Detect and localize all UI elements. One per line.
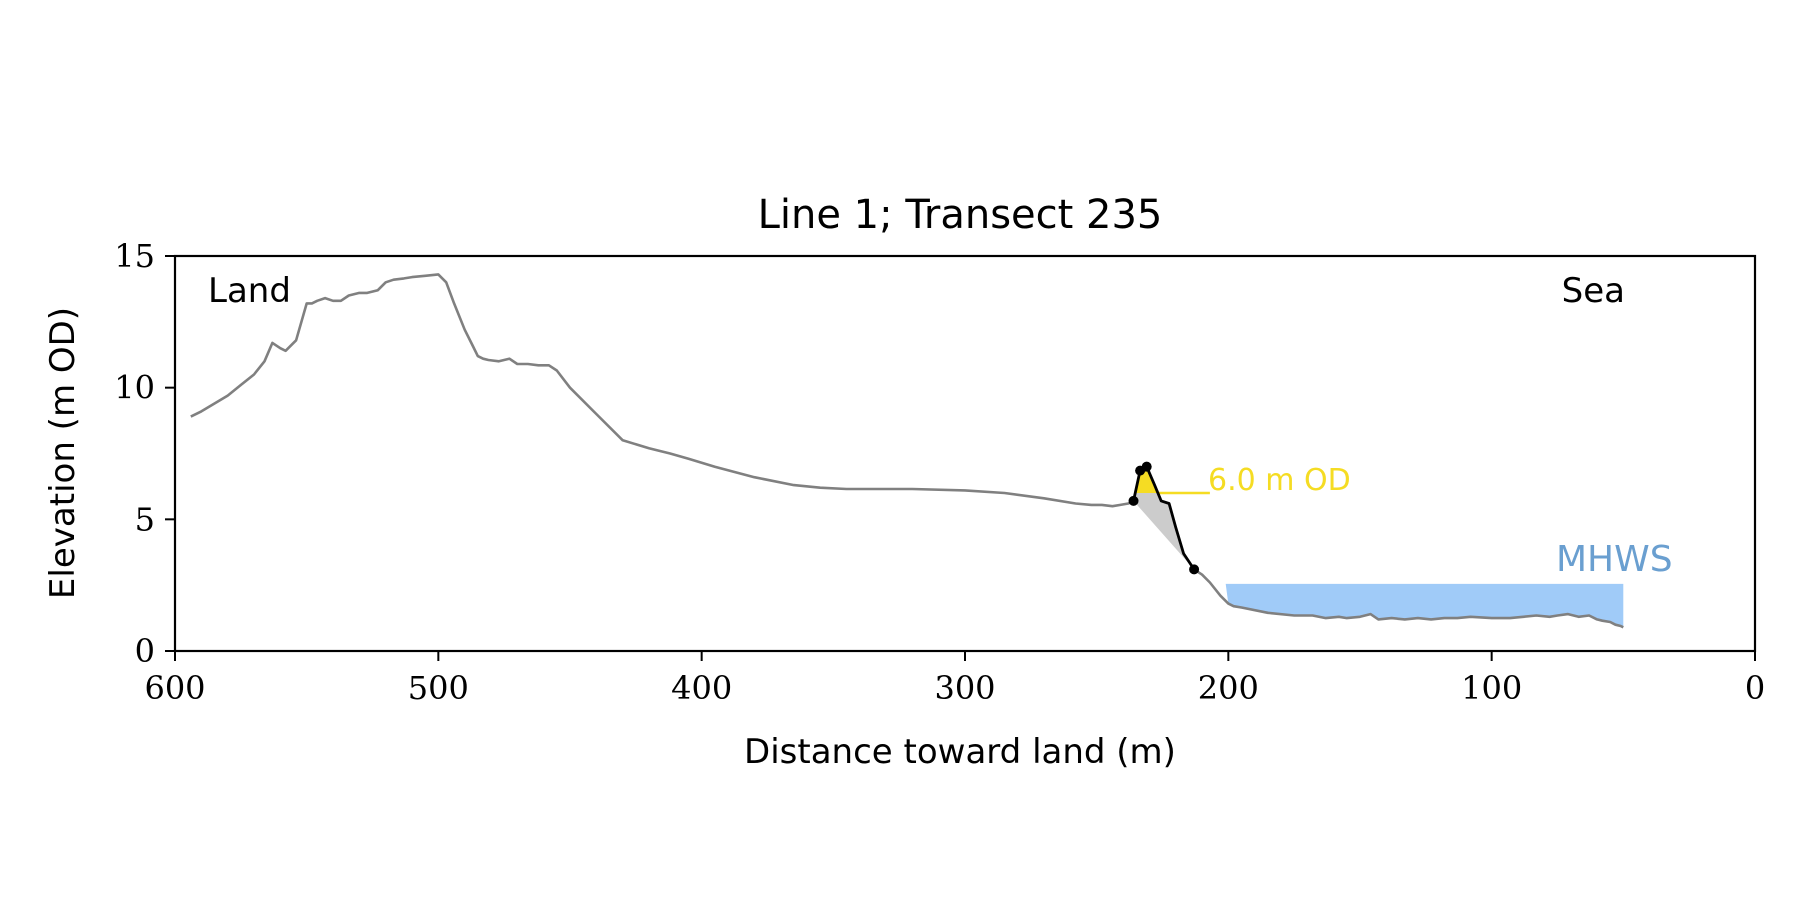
x-tick-label: 100: [1461, 669, 1522, 707]
cliff-point: [1128, 495, 1139, 506]
chart-title: Line 1; Transect 235: [758, 192, 1163, 238]
x-axis-label: Distance toward land (m): [744, 732, 1176, 772]
y-tick-label: 0: [135, 632, 155, 670]
x-tick-label: 400: [671, 669, 732, 707]
y-tick-label: 10: [114, 369, 155, 407]
foreshore-line: [1193, 568, 1624, 629]
x-tick-label: 500: [408, 669, 469, 707]
x-tick-label: 300: [934, 669, 995, 707]
x-tick-label: 600: [144, 669, 205, 707]
plot-area: [190, 273, 1624, 629]
mhws-label: MHWS: [1556, 539, 1673, 580]
y-tick-label: 5: [135, 500, 155, 538]
x-tick-label: 0: [1745, 669, 1765, 707]
profile-line: [190, 273, 1135, 508]
x-tick-label: 200: [1198, 669, 1259, 707]
land-label: Land: [208, 271, 291, 311]
od-label: 6.0 m OD: [1208, 463, 1351, 498]
x-axis-ticks: 600 500 400 300 200 100 0: [144, 651, 1765, 707]
sea-label: Sea: [1562, 271, 1625, 311]
y-axis-ticks: 0 5 10 15: [114, 237, 175, 670]
cliff-point: [1189, 564, 1200, 575]
mhws-water-fill: [1225, 583, 1624, 628]
cliff-point: [1141, 461, 1152, 472]
y-axis-label: Elevation (m OD): [43, 307, 83, 599]
y-tick-label: 15: [114, 237, 155, 275]
